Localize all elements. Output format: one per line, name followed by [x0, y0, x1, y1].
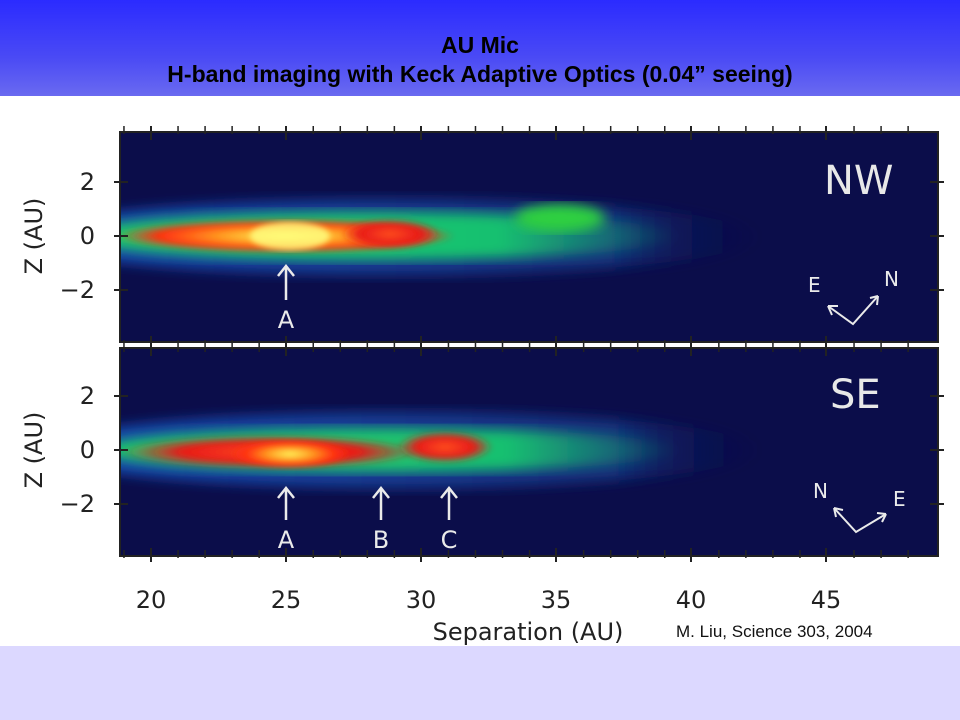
- feature-arrow-se-c: [440, 485, 458, 520]
- y-tick-label: 2: [80, 168, 95, 196]
- x-axis-minor-ticks: [123, 126, 909, 558]
- compass-label-nw-left: E: [808, 273, 821, 297]
- compass-se: [833, 507, 887, 534]
- compass-nw: [827, 295, 879, 326]
- x-tick-label: 30: [406, 586, 437, 614]
- y-axis-label: Z (AU): [20, 412, 48, 489]
- panel-label-nw: NW: [824, 158, 893, 204]
- y-tick-label: 0: [80, 222, 95, 250]
- y-tick-label: −2: [60, 276, 95, 304]
- y-axis-ticks: [114, 181, 944, 505]
- x-tick-label: 25: [271, 586, 302, 614]
- se-disk-emission: [120, 412, 760, 488]
- feature-arrow-nw-a: [277, 263, 295, 300]
- y-tick-label: −2: [60, 490, 95, 518]
- x-axis-ticks: [150, 126, 827, 562]
- x-tick-label: 40: [676, 586, 707, 614]
- x-tick-label: 20: [136, 586, 167, 614]
- slide-subtitle: H-band imaging with Keck Adaptive Optics…: [167, 61, 793, 87]
- y-tick-label: 0: [80, 436, 95, 464]
- feature-label-se-c: C: [441, 526, 458, 554]
- compass-label-se-right: E: [893, 487, 906, 511]
- x-tick-label: 45: [811, 586, 842, 614]
- slide-title: AU Mic: [441, 32, 519, 58]
- compass-label-se-left: N: [813, 479, 828, 503]
- feature-label-se-b: B: [373, 526, 389, 554]
- feature-arrow-se-a: [277, 485, 295, 520]
- y-axis-label: Z (AU): [20, 198, 48, 275]
- citation: M. Liu, Science 303, 2004: [676, 622, 873, 641]
- y-tick-label: 2: [80, 382, 95, 410]
- compass-label-nw-right: N: [884, 267, 899, 291]
- x-axis-label: Separation (AU): [433, 618, 624, 646]
- panel-label-se: SE: [830, 372, 881, 418]
- feature-arrow-se-b: [372, 485, 390, 520]
- feature-label-se-a: A: [278, 526, 295, 554]
- nw-disk-emission: [120, 199, 760, 275]
- footer-band: [0, 646, 960, 720]
- feature-label-nw-a: A: [278, 306, 295, 334]
- slide-header: [0, 0, 960, 96]
- x-tick-label: 35: [541, 586, 572, 614]
